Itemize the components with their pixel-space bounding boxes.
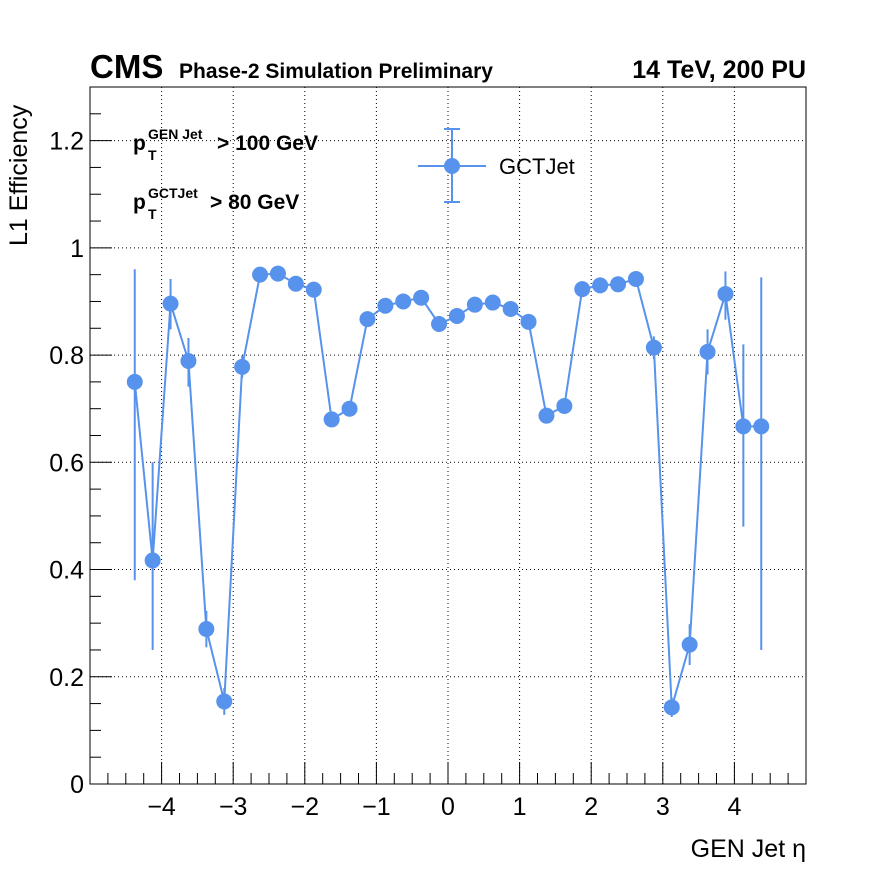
data-point [627, 270, 644, 287]
x-tick-label: 2 [584, 793, 598, 821]
data-point [681, 636, 698, 653]
data-point [269, 265, 286, 282]
data-point [216, 693, 233, 710]
y-tick-label: 0.4 [49, 557, 84, 585]
data-point [502, 300, 519, 317]
data-point [520, 313, 537, 330]
data-point [144, 552, 161, 569]
x-tick-labels: −4 −3 −2 −1 0 1 2 3 4 [147, 793, 741, 821]
y-tick-label: 0.8 [49, 342, 84, 370]
data-point [359, 311, 376, 328]
x-tick-label: 1 [513, 793, 527, 821]
data-point [574, 281, 591, 298]
data-point [645, 339, 662, 356]
data-point [610, 276, 627, 293]
data-point [538, 407, 555, 424]
gct-jet-pt-cut: p GCTJet T > 80 GeV [133, 185, 299, 222]
data-point [431, 315, 448, 332]
data-point [252, 266, 269, 283]
data-point [735, 418, 752, 435]
data-point [377, 297, 394, 314]
cut1-threshold: > 100 GeV [217, 132, 318, 155]
legend-marker [444, 158, 460, 174]
data-point [287, 275, 304, 292]
cut1-subscript: T [148, 147, 157, 163]
data-point [234, 358, 251, 375]
data-point [162, 295, 179, 312]
y-tick-labels: 0 0.2 0.4 0.6 0.8 1 1.2 [49, 128, 84, 799]
cms-label: CMS [90, 48, 163, 85]
x-tick-label: −3 [219, 793, 248, 821]
data-point [395, 293, 412, 310]
legend: GCTJet [418, 128, 575, 203]
x-tick-label: 4 [727, 793, 741, 821]
data-point [484, 294, 501, 311]
x-tick-label: −4 [147, 793, 176, 821]
x-tick-label: 0 [441, 793, 455, 821]
data-point [663, 699, 680, 716]
data-point [413, 289, 430, 306]
data-point [323, 411, 340, 428]
energy-pileup-label: 14 TeV, 200 PU [632, 56, 806, 84]
data-point [717, 285, 734, 302]
data-point [556, 398, 573, 415]
cut1-superscript: GEN Jet [148, 126, 203, 142]
x-tick-label: −1 [362, 793, 391, 821]
y-tick-label: 1 [70, 235, 84, 263]
cut2-threshold: > 80 GeV [210, 191, 299, 214]
data-point [753, 418, 770, 435]
cut1-p: p [133, 132, 146, 155]
data-point [466, 296, 483, 313]
grid-lines [90, 87, 806, 784]
data-point [448, 307, 465, 324]
x-axis-label: GEN Jet η [691, 835, 806, 863]
data-point [126, 373, 143, 390]
data-point [180, 352, 197, 369]
series-line [133, 272, 762, 708]
y-tick-label: 0 [70, 771, 84, 799]
data-point [592, 277, 609, 294]
data-point [341, 400, 358, 417]
cut2-p: p [133, 191, 146, 214]
data-point [305, 281, 322, 298]
gen-jet-pt-cut: p GEN Jet T > 100 GeV [133, 126, 318, 163]
y-tick-label: 1.2 [49, 128, 84, 156]
phase2-subtitle: Phase-2 Simulation Preliminary [179, 60, 493, 83]
y-tick-label: 0.6 [49, 449, 84, 477]
x-tick-label: −2 [291, 793, 320, 821]
data-point [699, 343, 716, 360]
y-tick-label: 0.2 [49, 664, 84, 692]
data-point [198, 621, 215, 638]
cut2-subscript: T [148, 206, 157, 222]
y-axis-label: L1 Efficiency [5, 104, 33, 246]
x-tick-label: 3 [656, 793, 670, 821]
cut2-superscript: GCTJet [148, 185, 198, 201]
legend-label-gctjet: GCTJet [499, 154, 575, 179]
series-gctjet [126, 265, 770, 717]
plot-frame [89, 86, 807, 785]
